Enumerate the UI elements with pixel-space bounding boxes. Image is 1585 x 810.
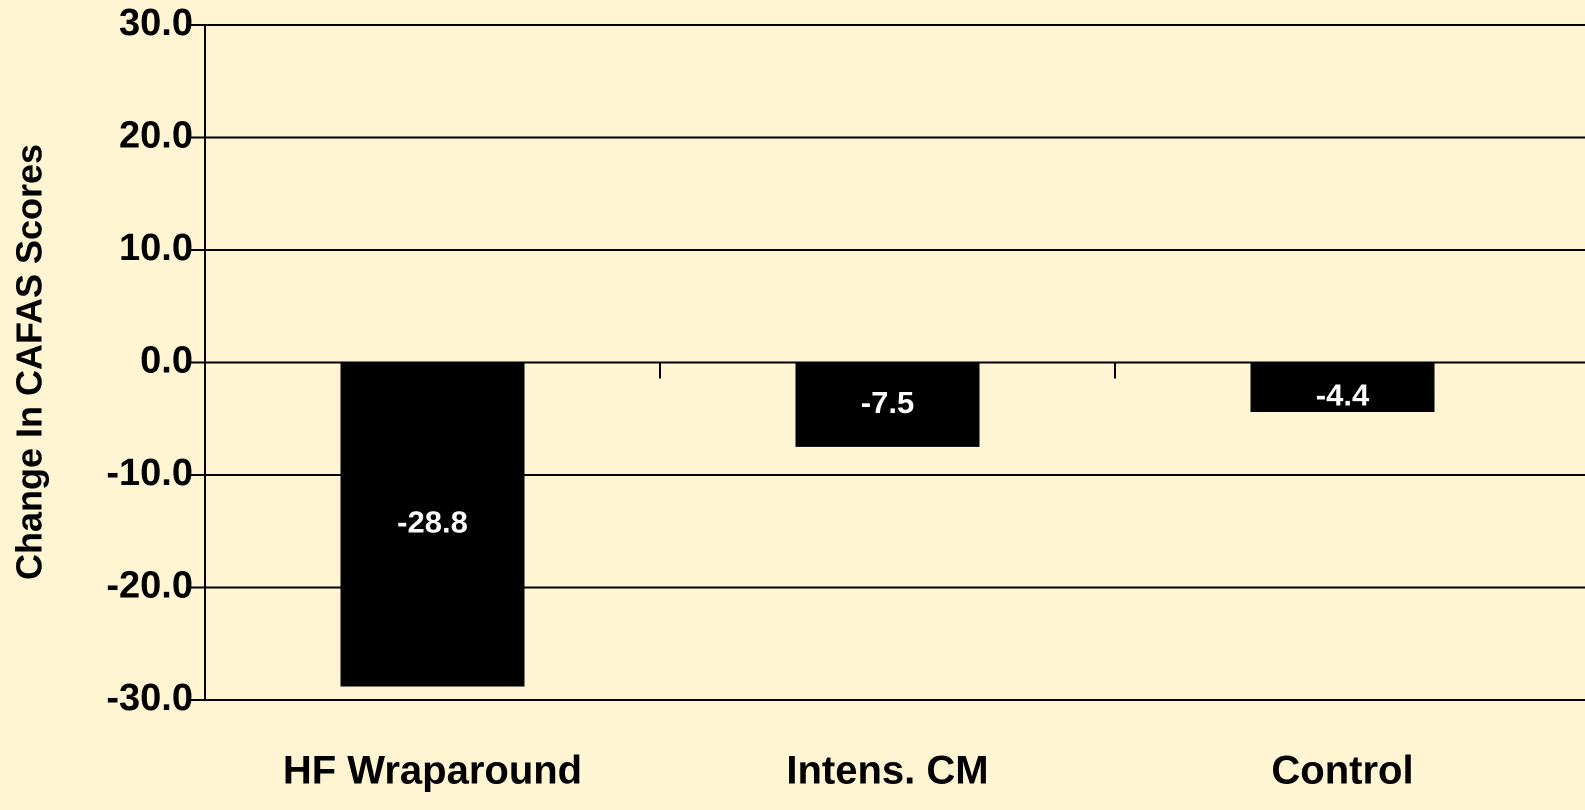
data-label: -7.5 [861,385,914,420]
bar [340,362,525,687]
y-tick-label: 0.0 [140,340,193,382]
bar [795,362,980,447]
x-tick-label: Control [1271,749,1413,793]
y-tick-label: 20.0 [119,115,193,157]
y-tick-label: 30.0 [119,2,193,44]
y-tick-label: -30.0 [106,677,193,719]
y-axis-label: Change In CAFAS Scores [9,144,50,580]
data-label: -28.8 [397,505,468,540]
y-tick-label: 10.0 [119,227,193,269]
data-label: -4.4 [1316,377,1370,412]
x-tick-label: Intens. CM [786,749,988,793]
x-tick-label: HF Wraparound [283,749,582,793]
y-tick-label: -10.0 [106,452,193,494]
bar [1250,362,1435,412]
y-tick-label: -20.0 [106,565,193,607]
